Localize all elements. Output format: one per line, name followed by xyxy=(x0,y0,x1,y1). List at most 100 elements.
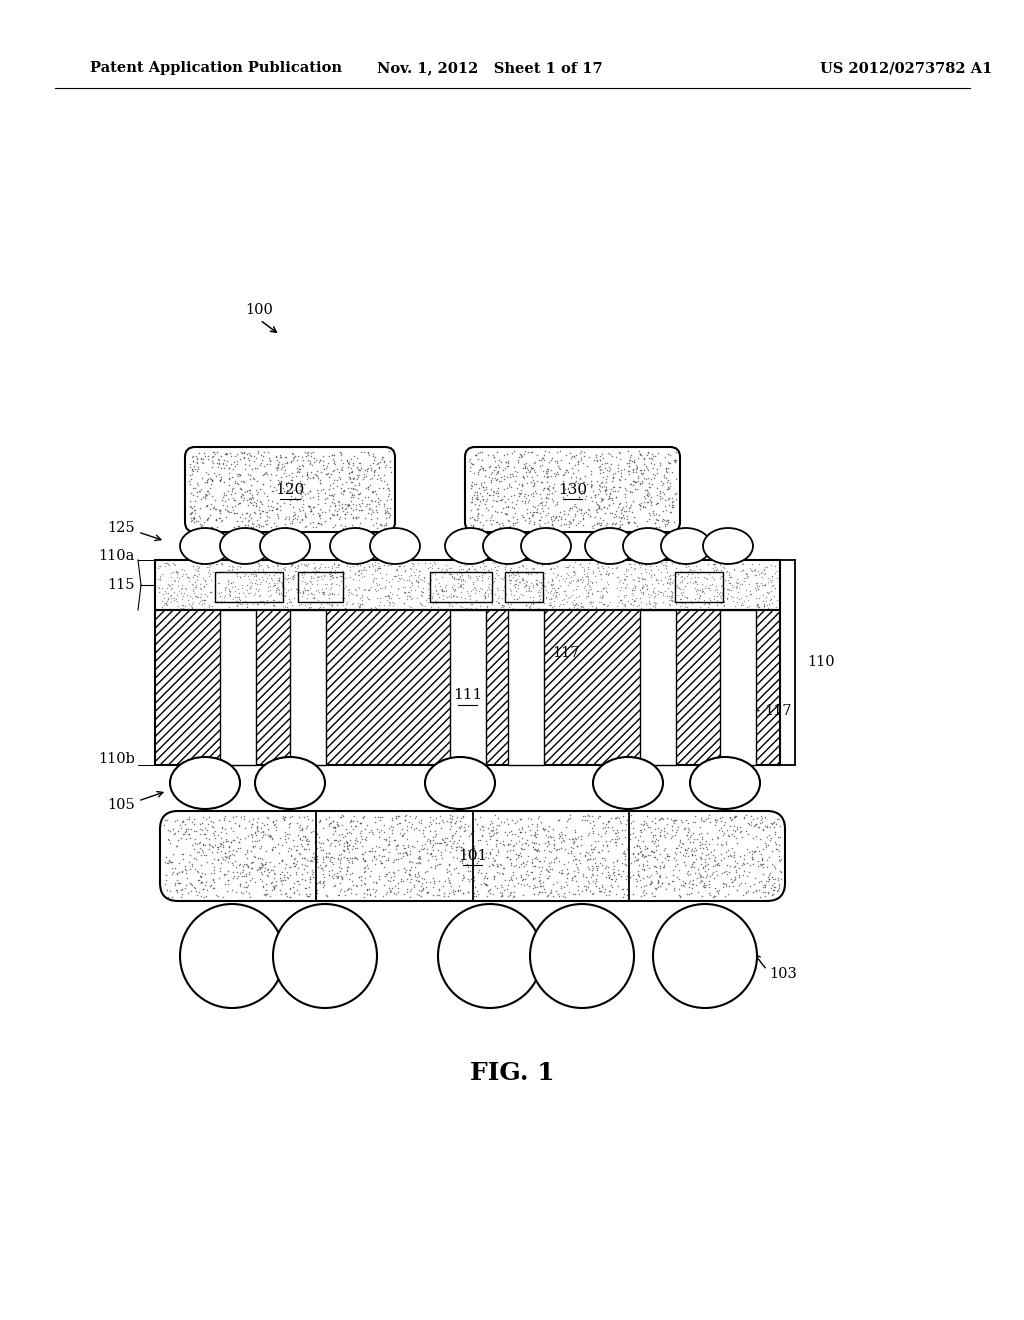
Point xyxy=(706,568,722,589)
Point xyxy=(299,833,315,854)
Point xyxy=(616,594,633,615)
Point xyxy=(241,515,257,536)
Point xyxy=(559,459,575,480)
Point xyxy=(263,879,280,900)
Point xyxy=(427,824,443,845)
Point xyxy=(507,461,523,482)
Point xyxy=(707,560,723,581)
Point xyxy=(609,458,626,479)
Point xyxy=(693,847,710,869)
Point xyxy=(621,441,637,462)
Point xyxy=(664,502,680,523)
Point xyxy=(372,562,388,583)
Point xyxy=(230,582,247,603)
Point xyxy=(485,445,502,466)
Point xyxy=(620,828,636,849)
Point xyxy=(475,458,492,479)
Point xyxy=(717,812,733,833)
Point xyxy=(360,557,377,578)
Point xyxy=(360,578,377,599)
Point xyxy=(757,595,773,616)
Point xyxy=(461,825,477,846)
Point xyxy=(515,458,531,479)
Point xyxy=(554,590,570,611)
Point xyxy=(714,820,730,841)
Point xyxy=(343,462,359,483)
Point xyxy=(629,834,645,855)
Point xyxy=(309,873,326,894)
Point xyxy=(178,867,195,888)
Point xyxy=(660,487,677,508)
Point xyxy=(323,832,339,853)
Point xyxy=(600,865,616,886)
Point xyxy=(380,878,396,899)
Point xyxy=(595,447,611,469)
Point xyxy=(249,810,265,832)
Point xyxy=(231,449,248,470)
Point xyxy=(332,880,348,902)
Point xyxy=(468,565,484,586)
Point xyxy=(275,455,292,477)
Point xyxy=(514,554,530,576)
Point xyxy=(239,840,255,861)
Point xyxy=(275,809,292,830)
Point xyxy=(463,477,479,498)
Point xyxy=(423,857,439,878)
Point xyxy=(155,583,171,605)
Point xyxy=(740,813,757,834)
Text: 103: 103 xyxy=(769,968,797,981)
Point xyxy=(525,495,542,516)
Point xyxy=(583,477,599,498)
Point xyxy=(194,840,210,861)
Point xyxy=(278,825,294,846)
Point xyxy=(559,591,575,612)
Point xyxy=(278,507,294,528)
Point xyxy=(645,824,662,845)
Point xyxy=(522,809,539,830)
Point xyxy=(330,884,346,906)
Bar xyxy=(450,610,486,766)
Point xyxy=(158,865,174,886)
Point xyxy=(211,867,227,888)
Point xyxy=(445,583,462,605)
Point xyxy=(331,466,347,487)
Point xyxy=(250,558,266,579)
Point xyxy=(479,874,496,895)
Point xyxy=(191,837,208,858)
Point xyxy=(573,499,590,520)
Point xyxy=(521,598,538,619)
Point xyxy=(211,573,227,594)
Point xyxy=(198,570,214,591)
Point xyxy=(681,820,697,841)
Point xyxy=(462,449,478,470)
Point xyxy=(303,568,319,589)
Point xyxy=(581,568,597,589)
Point xyxy=(273,471,290,492)
Point xyxy=(592,455,608,477)
Point xyxy=(302,480,318,502)
Point xyxy=(613,577,630,598)
Point xyxy=(376,450,392,471)
Point xyxy=(168,561,184,582)
Point xyxy=(283,488,299,510)
Point xyxy=(726,560,742,581)
Point xyxy=(247,573,263,594)
Point xyxy=(550,565,566,586)
Point xyxy=(372,467,388,488)
Point xyxy=(176,583,193,605)
Point xyxy=(630,849,646,870)
Point xyxy=(299,442,315,463)
Point xyxy=(558,513,574,535)
Point xyxy=(527,480,544,502)
Point xyxy=(623,556,639,577)
Point xyxy=(383,880,399,902)
Point xyxy=(396,582,413,603)
Point xyxy=(181,845,198,866)
Point xyxy=(190,842,207,863)
Point xyxy=(225,840,242,861)
Point xyxy=(283,556,299,577)
Point xyxy=(529,499,546,520)
Point xyxy=(433,847,450,869)
Point xyxy=(665,859,681,880)
Point xyxy=(211,591,227,612)
